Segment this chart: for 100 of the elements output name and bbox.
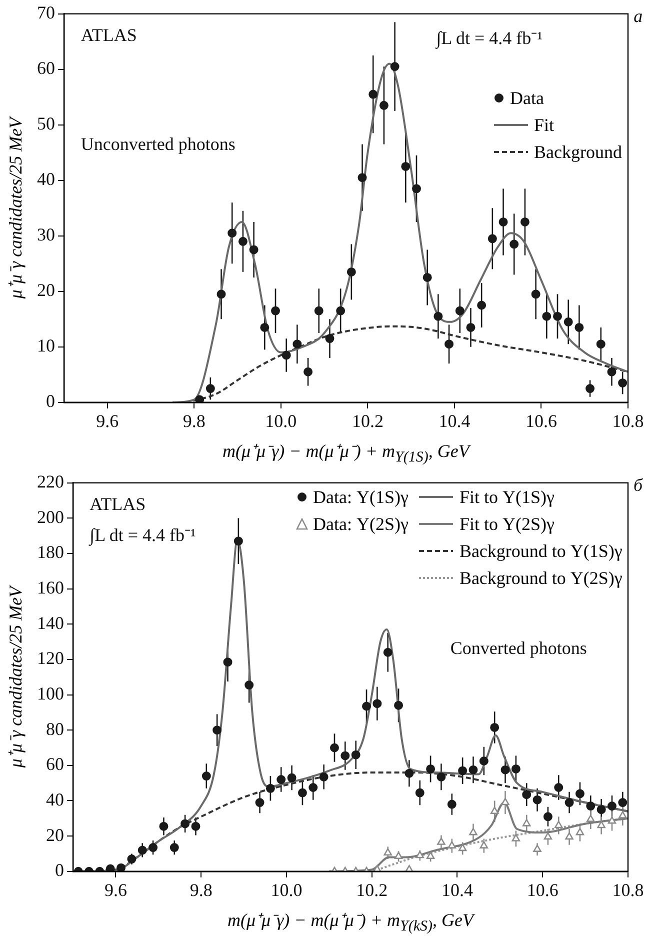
y-tick-label: 20 [37, 280, 55, 300]
point [618, 798, 628, 808]
point [314, 306, 324, 316]
point [498, 217, 508, 226]
point [607, 802, 616, 811]
point [436, 772, 446, 782]
text: б [634, 475, 643, 496]
point [368, 90, 378, 99]
point [372, 699, 382, 708]
point [426, 852, 435, 860]
point [542, 312, 552, 321]
annotation: ∫L dt = 4.4 fb⁻¹ [90, 524, 196, 546]
point [159, 822, 168, 831]
point [276, 775, 286, 784]
point [212, 726, 222, 735]
point [383, 648, 392, 657]
y-tick-label: 0 [55, 860, 64, 880]
x-axis-title: m(μ⁺μ⁻γ) − m(μ⁺μ⁻) + m$_{Υ(kS)}$, GeV [228, 909, 474, 936]
y-tick-label: 10 [37, 336, 55, 356]
y-tick-label: 60 [37, 58, 55, 78]
point [477, 300, 486, 310]
legend-label: Data: Υ(2S)γ [313, 514, 408, 535]
y-tick-label: 0 [46, 391, 55, 412]
point [597, 820, 606, 828]
point [180, 819, 190, 828]
legend-label: Fit [534, 114, 554, 136]
point [532, 795, 542, 804]
legend-label: Background to Υ(1S)γ [459, 540, 622, 562]
point [466, 322, 476, 332]
point [618, 811, 627, 818]
point [191, 822, 200, 831]
point [488, 234, 497, 244]
point [564, 317, 573, 326]
point [271, 306, 280, 316]
point [596, 805, 606, 814]
legend-label: Data [510, 88, 544, 109]
point [287, 773, 296, 782]
x-tick-label: 9.8 [190, 880, 212, 900]
y-tick-label: 200 [37, 506, 64, 527]
point [455, 306, 464, 316]
point [618, 378, 628, 388]
point [216, 290, 226, 299]
legend-label: Fit to Υ(1S)γ [459, 486, 554, 508]
point [416, 850, 424, 858]
point [522, 819, 531, 826]
point [379, 100, 388, 110]
point [260, 322, 270, 332]
legend-label: Background to Υ(2S)γ [459, 568, 622, 589]
point [206, 384, 215, 394]
point [127, 854, 136, 864]
point [325, 334, 334, 344]
x-tick-label: 10.8 [612, 880, 644, 900]
point [266, 784, 275, 793]
point [586, 802, 596, 811]
point [304, 367, 313, 376]
point [448, 841, 456, 848]
point [576, 828, 584, 836]
y-tick-label: 20 [46, 824, 64, 845]
point [607, 367, 616, 376]
y-tick-label: 70 [37, 2, 55, 23]
x-tick-label: 10.8 [612, 410, 644, 431]
point [292, 340, 302, 349]
point [308, 783, 318, 792]
y-tick-label: 100 [37, 684, 64, 704]
point [319, 772, 328, 782]
text: a [634, 6, 643, 28]
x-tick-label: 9.8 [182, 410, 206, 431]
x-tick-label: 10.6 [526, 880, 558, 900]
point [554, 783, 564, 792]
y-tick-label: 40 [46, 789, 64, 810]
point [358, 173, 367, 182]
point [298, 788, 307, 798]
point [170, 843, 179, 852]
point [543, 812, 552, 822]
annotation: ATLAS [80, 25, 137, 46]
point [586, 384, 595, 394]
point [238, 236, 248, 246]
point [249, 245, 258, 254]
point [586, 814, 595, 822]
x-tick-label: 10.0 [270, 880, 302, 900]
y-tick-label: 120 [37, 648, 64, 668]
point [553, 312, 562, 321]
point [512, 834, 520, 842]
point [404, 768, 414, 778]
point [511, 764, 520, 774]
point [490, 722, 500, 732]
point [401, 162, 410, 171]
y-tick-label: 30 [37, 224, 55, 245]
y-tick-label: 80 [46, 718, 64, 739]
annotation: ∫L dt = 4.4 fb⁻¹ [436, 27, 543, 50]
point [384, 848, 392, 856]
y-axis-title: μ⁺μ⁻γ candidates/25 MeV [4, 586, 26, 768]
y-tick-label: 220 [37, 472, 64, 492]
y-tick-label: 50 [37, 114, 55, 134]
point [447, 800, 456, 809]
point [469, 828, 478, 836]
point [422, 272, 432, 282]
point [444, 340, 454, 349]
legend-label: Fit to Υ(2S)γ [459, 514, 554, 535]
point [522, 790, 532, 800]
